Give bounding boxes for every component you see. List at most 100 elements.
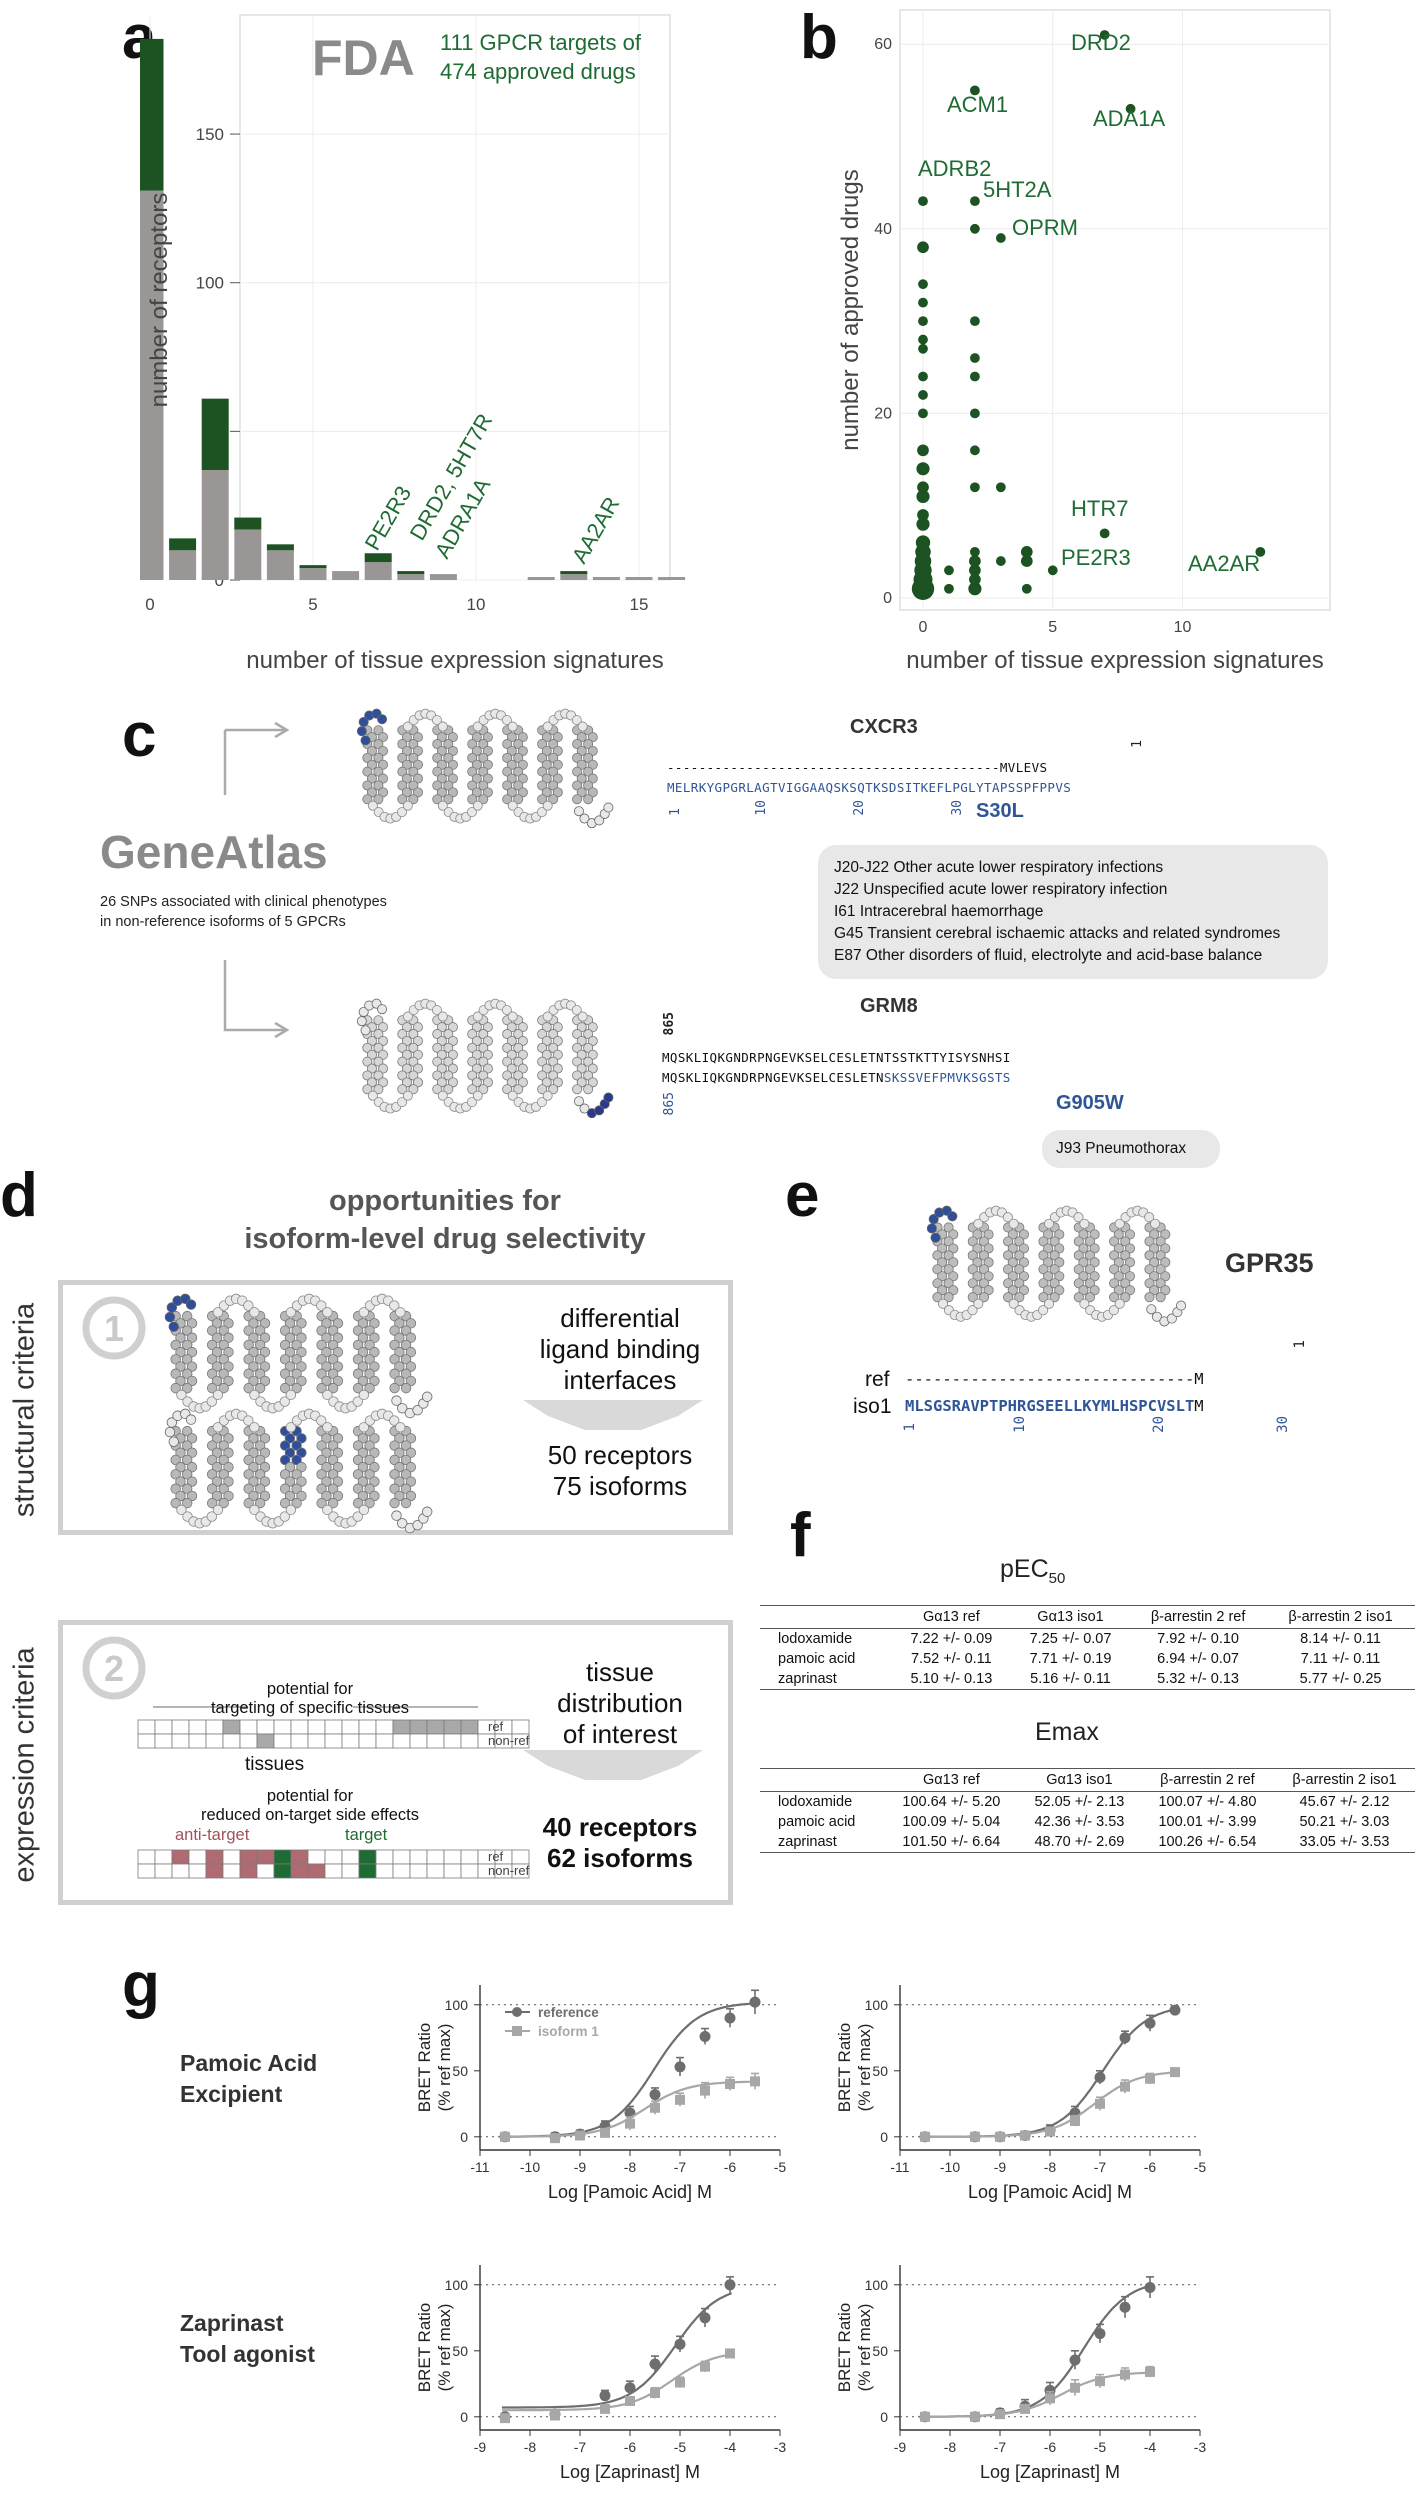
scatter-point bbox=[1020, 545, 1033, 558]
x-tick-label: 5 bbox=[308, 595, 317, 614]
helix-bead bbox=[254, 1382, 266, 1394]
emax-col-2: Gα13 iso1 bbox=[1017, 1768, 1141, 1792]
helix-bead bbox=[467, 794, 478, 805]
helix-bead bbox=[436, 745, 447, 756]
loop-bead bbox=[206, 1511, 218, 1522]
grid-top-nonref-label: non-ref bbox=[488, 1733, 530, 1748]
grid-cell-ref bbox=[137, 1849, 156, 1865]
helix-bead bbox=[1160, 1271, 1171, 1282]
data-point bbox=[1044, 2384, 1056, 2396]
helix-bead bbox=[548, 1084, 559, 1095]
loop-bead bbox=[431, 715, 442, 726]
loop-bead bbox=[397, 1097, 408, 1108]
helix-bead bbox=[316, 1339, 327, 1351]
helix-bead bbox=[467, 1084, 478, 1095]
y-tick-label: 60 bbox=[874, 36, 892, 53]
loop-bead bbox=[367, 1090, 378, 1101]
box1-text-line3: interfaces bbox=[563, 1365, 677, 1395]
helix-bead bbox=[436, 1063, 447, 1074]
helix-bead bbox=[1120, 1278, 1131, 1289]
helix-bead bbox=[243, 1325, 254, 1336]
helix-bead bbox=[583, 1042, 594, 1053]
helix-bead bbox=[248, 1361, 259, 1372]
helix-bead bbox=[552, 1022, 563, 1033]
helix-bead bbox=[357, 1461, 369, 1473]
helix-bead bbox=[541, 773, 552, 784]
helix-bead bbox=[1003, 1250, 1014, 1261]
helix-bead bbox=[408, 1029, 419, 1040]
helix-bead bbox=[983, 1285, 994, 1296]
potential1-text: potential for targeting of specific tiss… bbox=[160, 1680, 460, 1718]
cxcr3-icd-1: J20-J22 Other acute lower respiratory in… bbox=[834, 859, 1164, 876]
helix-bead bbox=[537, 1042, 548, 1053]
data-point bbox=[550, 2410, 560, 2421]
helix-bead bbox=[443, 1070, 454, 1081]
x-tick-label: -8 bbox=[624, 2159, 637, 2175]
emax-col-0 bbox=[760, 1768, 885, 1792]
helix-bead bbox=[1144, 1250, 1155, 1261]
helix-bead bbox=[412, 1022, 423, 1033]
helix-bead bbox=[284, 1375, 296, 1387]
panel-b-chart: 0 20 40 60 0 5 10 number of tissue expression s… bbox=[837, 9, 1331, 674]
helix-bead bbox=[467, 1056, 478, 1067]
y-tick-label: 0 bbox=[215, 571, 224, 590]
helix-bead bbox=[537, 752, 548, 763]
helix-bead bbox=[572, 1070, 583, 1081]
helix-bead bbox=[400, 1382, 412, 1394]
box2-counts: 40 receptors 62 isoforms bbox=[510, 1812, 730, 1874]
helix-bead bbox=[259, 1346, 271, 1358]
helix-bead bbox=[1003, 1278, 1014, 1289]
data-point bbox=[1094, 2328, 1106, 2340]
loop-bead bbox=[212, 1504, 224, 1516]
loop-bead bbox=[1079, 1218, 1090, 1229]
scatter-point bbox=[917, 509, 929, 521]
loop-bead bbox=[973, 1298, 984, 1309]
data-point bbox=[1119, 2032, 1131, 2044]
n-term-bead bbox=[185, 1299, 197, 1310]
helix-bead bbox=[1073, 1264, 1084, 1275]
grid-cell-nonref bbox=[460, 1733, 479, 1749]
helix-bead bbox=[248, 1332, 259, 1343]
helix-bead bbox=[1089, 1285, 1100, 1296]
helix-bead bbox=[506, 759, 517, 770]
helix-bead bbox=[1109, 1292, 1120, 1303]
gpr35-receptor-icon bbox=[926, 1205, 1187, 1327]
helix-bead bbox=[327, 1440, 339, 1451]
geneatlas-desc-line2: in non-reference isoforms of 5 GPCRs bbox=[100, 914, 346, 930]
loop-bead bbox=[542, 721, 553, 732]
data-point bbox=[650, 2102, 660, 2113]
helix-bead bbox=[211, 1361, 223, 1372]
helix-bead bbox=[576, 1022, 587, 1033]
helix-bead bbox=[506, 1022, 517, 1033]
dose-response-g4: 0 50 100 -9 -8 -7 -6 -5 -4 -3 Log [Zaprinast] M BRE… bbox=[835, 2265, 1206, 2482]
gpr35-receptor-beads bbox=[926, 1205, 1187, 1327]
helix-bead bbox=[373, 1084, 384, 1095]
helix-bead bbox=[412, 773, 423, 784]
helix-bead bbox=[364, 1325, 375, 1336]
loop-bead bbox=[389, 1300, 400, 1311]
data-point bbox=[1045, 2126, 1055, 2137]
scatter-point bbox=[944, 565, 954, 576]
potential1-line1: potential for bbox=[266, 1680, 354, 1698]
x-tick-label: -5 bbox=[1194, 2159, 1207, 2175]
box2-text-line1: tissue bbox=[586, 1657, 654, 1687]
label-5ht2a: 5HT2A bbox=[983, 177, 1052, 202]
helix-bead bbox=[587, 1077, 598, 1088]
box1-number: 1 bbox=[104, 1308, 124, 1349]
loop-bead bbox=[285, 1504, 297, 1516]
helix-bead bbox=[1089, 1243, 1100, 1254]
helix-bead bbox=[366, 1077, 377, 1088]
grm8-iso-seq: MQSKLIQKGNDRPNGEVKSELCESLETNSKSSVEFPMVKS… bbox=[662, 1070, 1011, 1085]
y-tick-label: 50 bbox=[872, 2063, 888, 2079]
helix-bead bbox=[352, 1368, 364, 1379]
helix-bead bbox=[443, 1084, 454, 1095]
loop-bead bbox=[402, 1011, 413, 1022]
helix-bead bbox=[932, 1264, 943, 1275]
cell: 8.14 +/- 0.11 bbox=[1300, 1631, 1381, 1647]
helix-bead bbox=[1084, 1264, 1096, 1275]
anti-target-label: anti-target bbox=[175, 1826, 250, 1844]
helix-bead bbox=[389, 1497, 400, 1509]
helix-bead bbox=[186, 1375, 198, 1387]
grid-cell-nonref bbox=[273, 1863, 292, 1879]
helix-bead bbox=[572, 1029, 583, 1040]
